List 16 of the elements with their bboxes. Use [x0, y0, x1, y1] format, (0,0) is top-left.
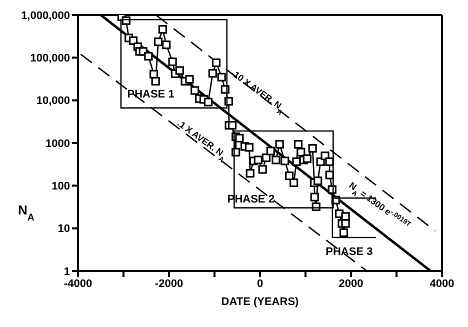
x-tick-label: -4000: [64, 278, 92, 290]
y-axis-title: N$_{A}$: [18, 202, 34, 224]
x-tick-label: -2000: [154, 278, 184, 290]
y-tick-label: 100,000: [30, 52, 70, 65]
x-tick-label: 2000: [338, 278, 364, 290]
x-tick-label: 4000: [430, 278, 454, 290]
y-tick-label: 100: [52, 180, 70, 193]
y-tick-label: 1000: [46, 138, 70, 150]
y-tick-label: 10,000: [36, 95, 70, 108]
x-axis-title: DATE (YEARS): [221, 296, 300, 308]
annotation: PHASE 1: [127, 88, 174, 100]
x-tick-label: 0: [256, 278, 264, 290]
y-tick-label: 10: [58, 223, 70, 236]
y-tick-label: 1: [64, 266, 70, 278]
y-tick-label: 1,000,000: [21, 10, 70, 22]
annotation: PHASE 3: [326, 246, 373, 258]
